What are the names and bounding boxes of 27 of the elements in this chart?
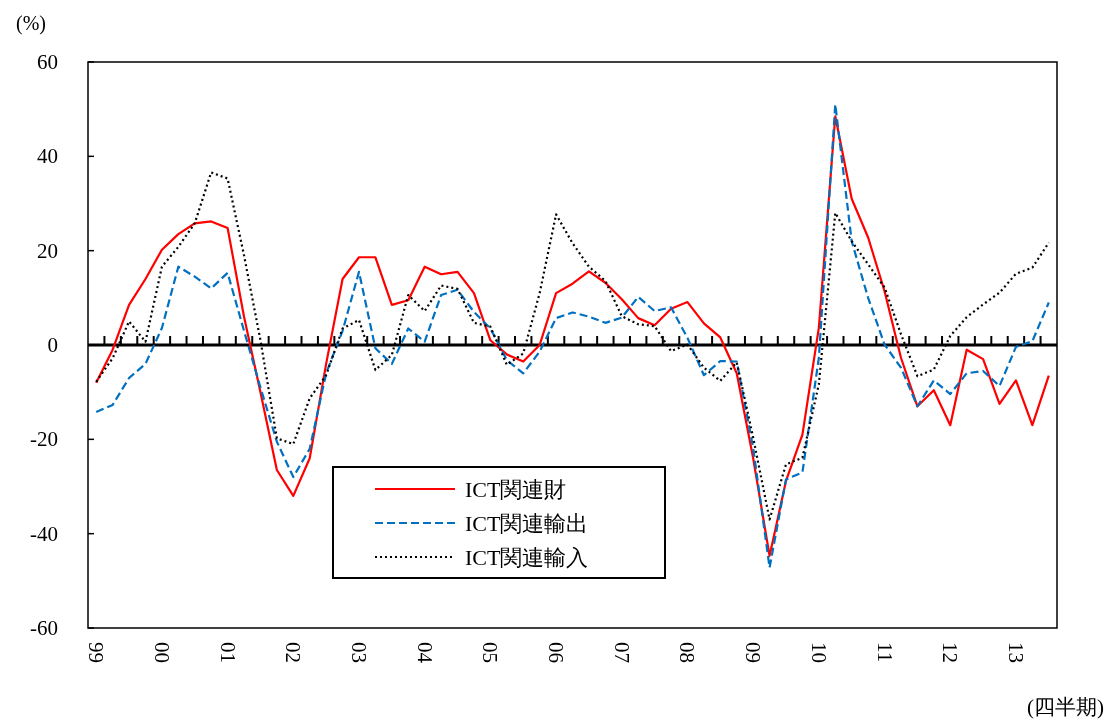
x-tick-label: 13 — [1003, 642, 1028, 663]
x-tick-label: 03 — [346, 642, 371, 663]
x-tick-label: 99 — [84, 642, 109, 663]
x-tick-label: 01 — [215, 642, 240, 663]
y-tick-label: 20 — [37, 238, 58, 263]
y-tick-label: 0 — [47, 333, 58, 357]
x-tick-label: 02 — [281, 642, 306, 663]
y-tick-label: -40 — [30, 521, 58, 546]
x-tick-label: 04 — [412, 642, 437, 664]
y-tick-label: -60 — [30, 616, 58, 640]
y-tick-label: 40 — [37, 144, 58, 169]
x-tick-label: 05 — [478, 642, 503, 663]
x-tick-label: 08 — [675, 642, 700, 663]
y-tick-label: 60 — [37, 50, 58, 74]
x-tick-label: 09 — [741, 642, 766, 663]
x-tick-label: 11 — [872, 642, 897, 663]
x-tick-label: 07 — [609, 642, 634, 663]
x-tick-label: 10 — [806, 642, 831, 663]
x-tick-label: 00 — [149, 642, 174, 663]
legend-label: ICT関連財 — [465, 477, 567, 502]
x-tick-label: 06 — [544, 642, 569, 663]
y-axis-title: (%) — [16, 12, 46, 35]
legend-label: ICT関連輸出 — [465, 511, 589, 536]
x-tick-label: 12 — [938, 642, 963, 663]
y-tick-label: -20 — [30, 427, 58, 452]
legend-label: ICT関連輸入 — [465, 545, 589, 570]
x-axis-title: (四半期) — [1027, 695, 1104, 719]
